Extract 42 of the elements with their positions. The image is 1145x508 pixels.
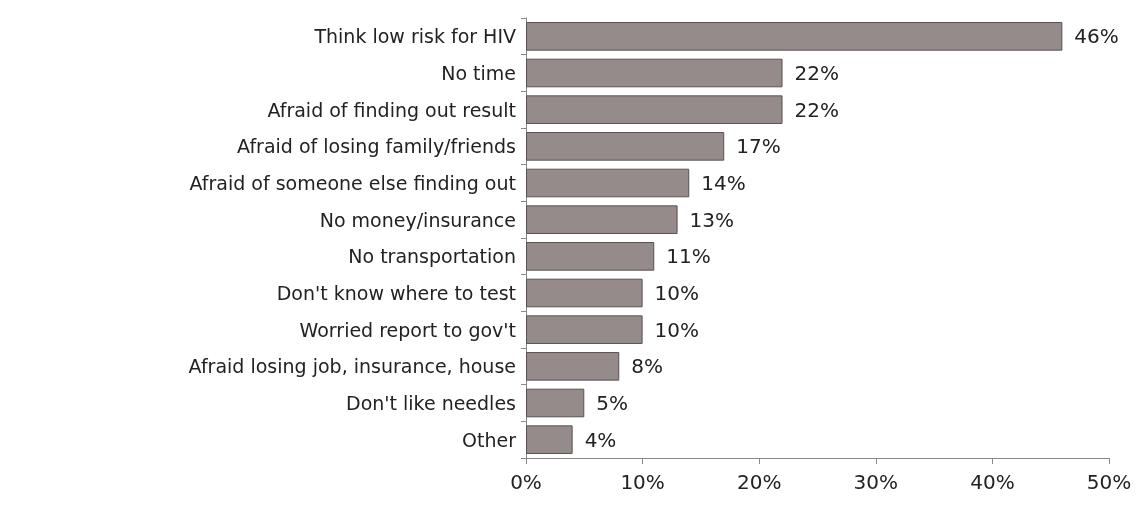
data-label: 11% [666, 244, 711, 269]
data-label: 22% [794, 97, 839, 122]
x-tick-label: 10% [620, 470, 665, 494]
y-tick-label: Other [462, 428, 517, 451]
data-label: 17% [736, 134, 781, 159]
bar [526, 352, 620, 381]
y-tick-label: Afraid of finding out result [267, 98, 516, 121]
data-label: 5% [596, 391, 629, 415]
data-label: 46% [1074, 24, 1119, 49]
y-tick-label: No time [441, 62, 516, 84]
bar [526, 132, 725, 161]
bar [526, 205, 678, 234]
y-tick-label: Afraid of losing family/friends [237, 135, 516, 158]
data-label: 13% [689, 207, 735, 232]
y-tick-label: No transportation [348, 245, 516, 268]
x-tick-label: 0% [510, 470, 542, 494]
y-tick-label: No money/insurance [319, 208, 516, 231]
bar [526, 58, 783, 88]
y-tick-label: Don't know where to test [276, 282, 516, 304]
data-label: 4% [584, 427, 617, 452]
data-label: 10% [654, 317, 700, 342]
bar [526, 315, 643, 344]
bar [526, 95, 783, 124]
y-tick-label: Worried report to gov't [299, 318, 516, 341]
data-label: 22% [794, 61, 839, 85]
data-label: 14% [701, 171, 746, 195]
bar [526, 388, 585, 418]
x-tick-label: 50% [1086, 470, 1132, 494]
x-tick-label: 40% [970, 470, 1015, 494]
bar [526, 168, 690, 198]
y-tick-label: Don't like needles [346, 392, 516, 414]
x-tick-label: 30% [853, 470, 899, 494]
bar [526, 242, 655, 271]
y-tick-label: Afraid of someone else finding out [189, 172, 516, 194]
y-tick-label: Think low risk for HIV [313, 25, 516, 48]
data-label: 8% [631, 354, 664, 379]
y-tick-label: Afraid losing job, insurance, house [188, 355, 516, 378]
bar [526, 22, 1063, 51]
bar [526, 425, 573, 454]
x-tick-label: 20% [736, 470, 782, 494]
data-label: 10% [654, 281, 700, 305]
bar [526, 278, 643, 308]
